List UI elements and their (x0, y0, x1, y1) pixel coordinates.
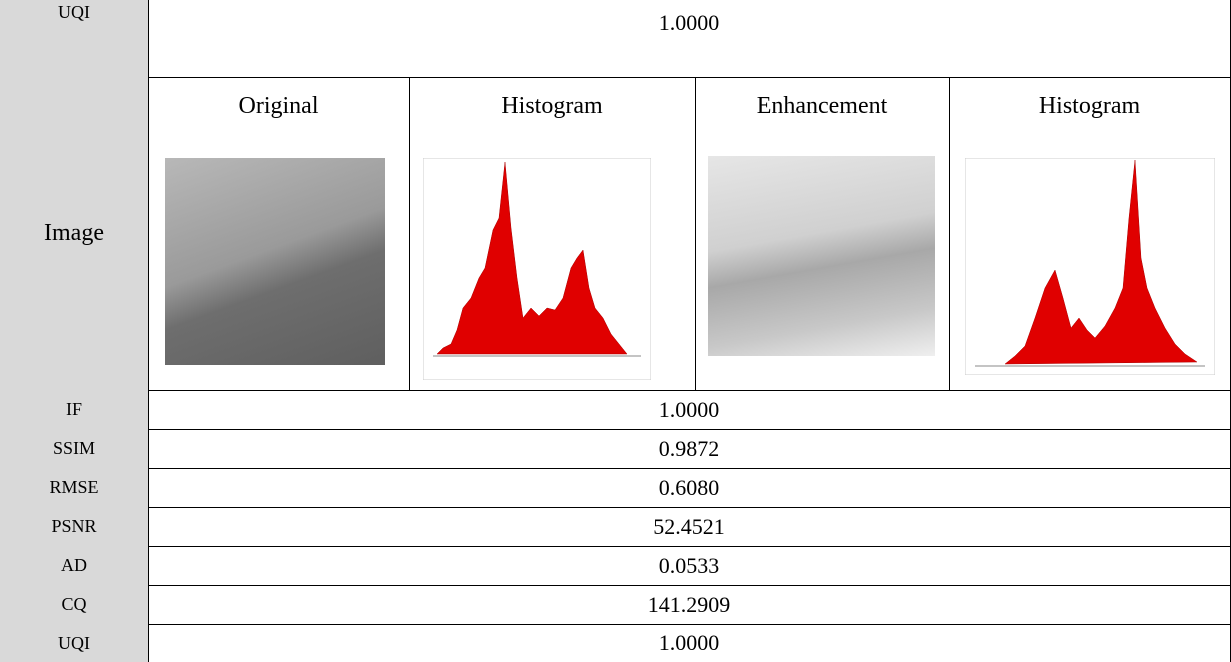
row-label: IF (0, 390, 149, 430)
row-label: UQI (0, 624, 149, 662)
row-value: 141.2909 (148, 585, 1231, 625)
histogram-image (423, 158, 651, 380)
row-value: 1.0000 (148, 624, 1231, 662)
original-image (165, 158, 385, 365)
row-label: RMSE (0, 468, 149, 508)
histogram-image (965, 158, 1215, 375)
row-label: Image (0, 77, 149, 391)
enhanced-image (708, 156, 935, 356)
row-label: SSIM (0, 429, 149, 469)
row-value: 1.0000 (148, 390, 1231, 430)
row-label: PSNR (0, 507, 149, 547)
page: UQI 1.0000 Image Original Histogram Enha… (0, 0, 1231, 662)
row-value: 0.0533 (148, 546, 1231, 586)
row-value: 1.0000 (148, 0, 1231, 78)
row-label: AD (0, 546, 149, 586)
row-label: CQ (0, 585, 149, 625)
row-value: 0.9872 (148, 429, 1231, 469)
row-label: UQI (0, 0, 149, 78)
row-value: 52.4521 (148, 507, 1231, 547)
row-value: 0.6080 (148, 468, 1231, 508)
